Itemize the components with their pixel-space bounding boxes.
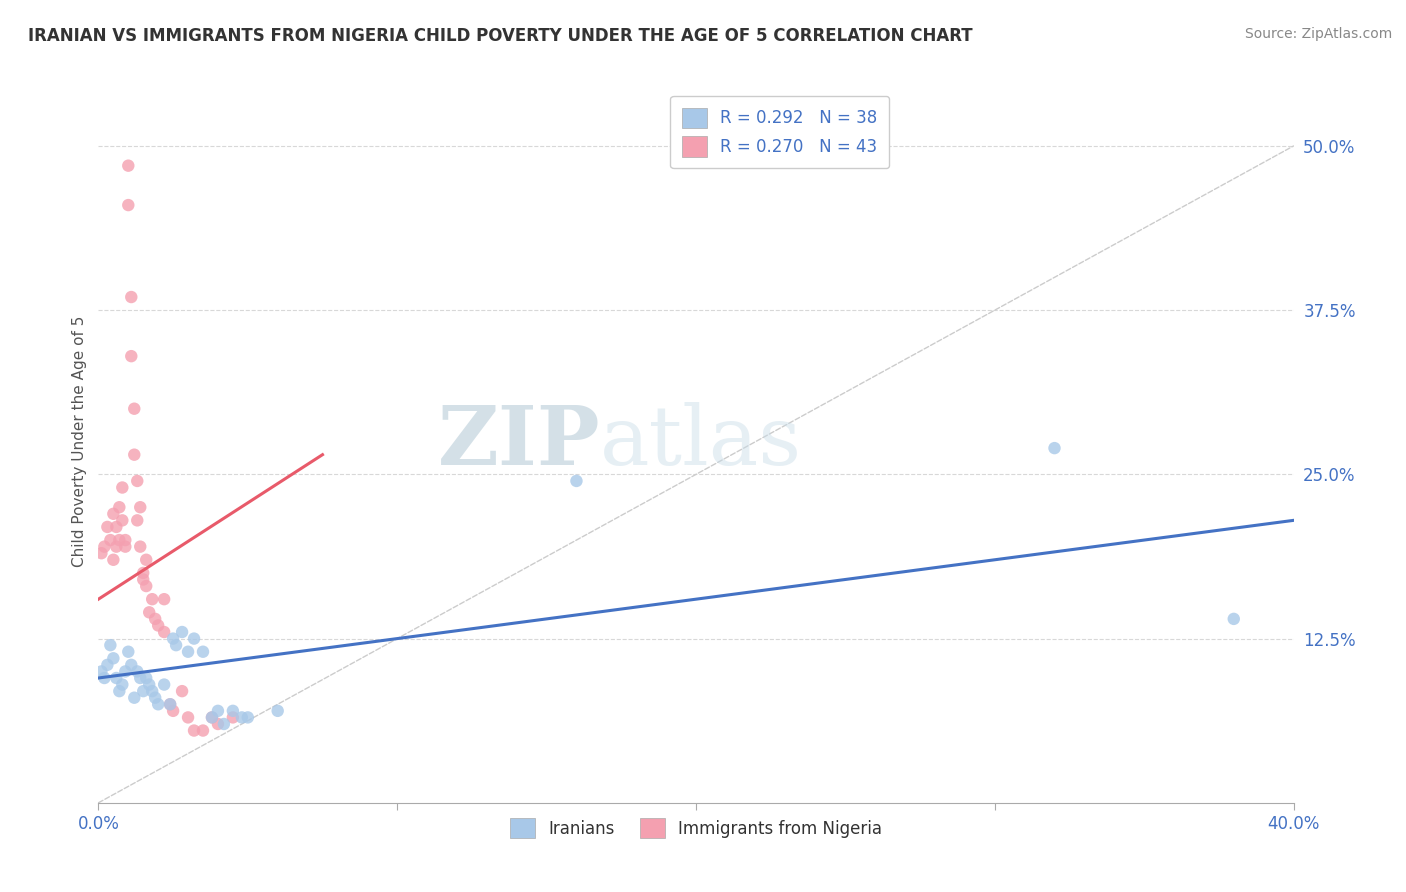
Point	[162, 632, 184, 646]
Point	[108, 533, 131, 547]
Point	[141, 684, 163, 698]
Point	[1043, 441, 1066, 455]
Point	[177, 710, 200, 724]
Point	[236, 710, 259, 724]
Point	[191, 645, 214, 659]
Point	[96, 657, 118, 672]
Point	[191, 723, 214, 738]
Point	[129, 500, 152, 515]
Y-axis label: Child Poverty Under the Age of 5: Child Poverty Under the Age of 5	[72, 316, 87, 567]
Point	[98, 638, 122, 652]
Point	[143, 612, 166, 626]
Point	[138, 677, 160, 691]
Point	[172, 625, 194, 640]
Point	[120, 349, 142, 363]
Point	[267, 704, 290, 718]
Point	[132, 566, 155, 580]
Point	[222, 704, 245, 718]
Point	[114, 540, 136, 554]
Point	[90, 665, 112, 679]
Point	[114, 665, 136, 679]
Point	[124, 690, 146, 705]
Point	[124, 448, 146, 462]
Point	[172, 684, 194, 698]
Point	[143, 690, 166, 705]
Point	[127, 474, 149, 488]
Point	[111, 481, 134, 495]
Point	[148, 618, 170, 632]
Text: Source: ZipAtlas.com: Source: ZipAtlas.com	[1244, 27, 1392, 41]
Point	[93, 540, 115, 554]
Point	[159, 698, 181, 712]
Point	[129, 540, 152, 554]
Point	[117, 159, 139, 173]
Point	[231, 710, 253, 724]
Point	[129, 671, 152, 685]
Point	[108, 684, 131, 698]
Point	[162, 704, 184, 718]
Point	[105, 520, 128, 534]
Point	[120, 290, 142, 304]
Point	[141, 592, 163, 607]
Legend: Iranians, Immigrants from Nigeria: Iranians, Immigrants from Nigeria	[503, 812, 889, 845]
Point	[96, 520, 118, 534]
Point	[117, 198, 139, 212]
Point	[201, 710, 224, 724]
Point	[153, 677, 176, 691]
Point	[565, 474, 588, 488]
Point	[127, 513, 149, 527]
Point	[132, 684, 155, 698]
Point	[103, 553, 125, 567]
Text: ZIP: ZIP	[437, 401, 600, 482]
Point	[105, 671, 128, 685]
Point	[124, 401, 146, 416]
Point	[135, 553, 157, 567]
Point	[138, 605, 160, 619]
Point	[103, 651, 125, 665]
Point	[93, 671, 115, 685]
Point	[117, 645, 139, 659]
Point	[132, 573, 155, 587]
Point	[90, 546, 112, 560]
Point	[153, 625, 176, 640]
Point	[183, 632, 205, 646]
Point	[207, 717, 229, 731]
Point	[148, 698, 170, 712]
Point	[207, 704, 229, 718]
Point	[114, 533, 136, 547]
Point	[135, 579, 157, 593]
Point	[165, 638, 187, 652]
Point	[153, 592, 176, 607]
Point	[135, 671, 157, 685]
Point	[183, 723, 205, 738]
Point	[111, 513, 134, 527]
Point	[105, 540, 128, 554]
Point	[120, 657, 142, 672]
Point	[1223, 612, 1246, 626]
Point	[108, 500, 131, 515]
Point	[177, 645, 200, 659]
Point	[222, 710, 245, 724]
Text: atlas: atlas	[600, 401, 803, 482]
Point	[98, 533, 122, 547]
Point	[111, 677, 134, 691]
Point	[103, 507, 125, 521]
Point	[127, 665, 149, 679]
Text: IRANIAN VS IMMIGRANTS FROM NIGERIA CHILD POVERTY UNDER THE AGE OF 5 CORRELATION : IRANIAN VS IMMIGRANTS FROM NIGERIA CHILD…	[28, 27, 973, 45]
Point	[159, 698, 181, 712]
Point	[212, 717, 235, 731]
Point	[201, 710, 224, 724]
